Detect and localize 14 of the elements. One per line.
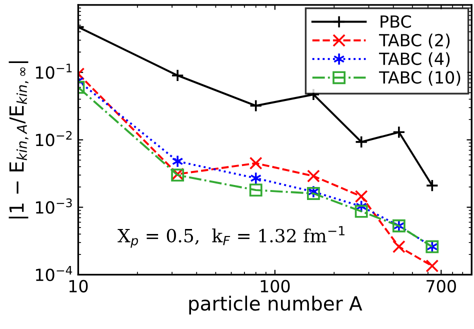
legend-label: TABC (10) — [379, 70, 460, 86]
annotation: X$_{p}$ = 0.5, k$_{F}$ = 1.32 fm$^{−1}$ — [118, 226, 344, 248]
y-tick-label: 10$^{−4}$ — [36, 266, 72, 282]
x-tick-label: 700 — [426, 280, 456, 292]
x-tick-label: 100 — [260, 280, 290, 292]
legend-label: TABC (2) — [379, 34, 450, 48]
y-tick-label: 10$^{−1}$ — [36, 64, 72, 79]
y-axis-title: |1 − E$_{kin,A}$/E$_{kin,∞}$| — [8, 61, 28, 218]
x-axis-title: particle number A — [189, 296, 362, 315]
y-tick-label: 10$^{−2}$ — [36, 130, 72, 146]
legend-label: TABC (4) — [379, 52, 450, 68]
legend-label: PBC — [380, 15, 411, 28]
y-tick-label: 10$^{−3}$ — [36, 198, 72, 214]
x-tick-label: 10 — [69, 280, 88, 292]
